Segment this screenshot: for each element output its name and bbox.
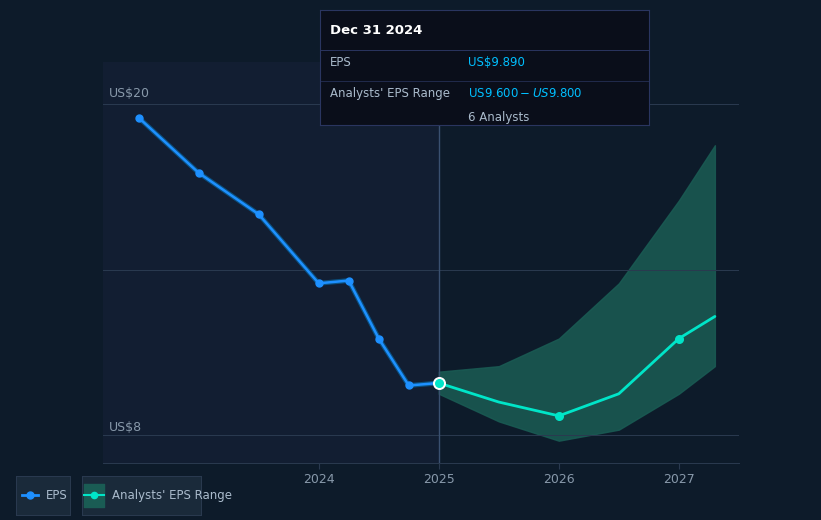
Text: Dec 31 2024: Dec 31 2024 [330, 24, 423, 37]
Point [672, 334, 686, 343]
Text: US$9.600 - US$9.800: US$9.600 - US$9.800 [468, 87, 583, 100]
Text: Analysts' EPS Range: Analysts' EPS Range [112, 489, 232, 502]
Text: EPS: EPS [330, 56, 351, 69]
Text: US$8: US$8 [108, 421, 142, 434]
Point [23, 491, 36, 499]
Point [312, 279, 325, 288]
Text: US$9.890: US$9.890 [468, 56, 525, 69]
Bar [103, 62, 438, 463]
Text: EPS: EPS [46, 489, 67, 502]
Point [342, 277, 355, 285]
Point [432, 379, 445, 387]
Point [432, 379, 445, 387]
Text: Actual: Actual [396, 71, 433, 84]
Text: Analysts Forecasts: Analysts Forecasts [445, 71, 555, 84]
Point [252, 210, 265, 218]
Point [192, 168, 205, 177]
Point [132, 113, 145, 122]
Point [432, 379, 445, 387]
Text: Analysts' EPS Range: Analysts' EPS Range [330, 87, 450, 100]
Point [553, 412, 566, 420]
Text: US$20: US$20 [108, 87, 149, 100]
Point [372, 334, 385, 343]
Point [88, 491, 101, 499]
Text: 6 Analysts: 6 Analysts [468, 111, 530, 124]
Point [402, 381, 415, 389]
Point [432, 379, 445, 387]
